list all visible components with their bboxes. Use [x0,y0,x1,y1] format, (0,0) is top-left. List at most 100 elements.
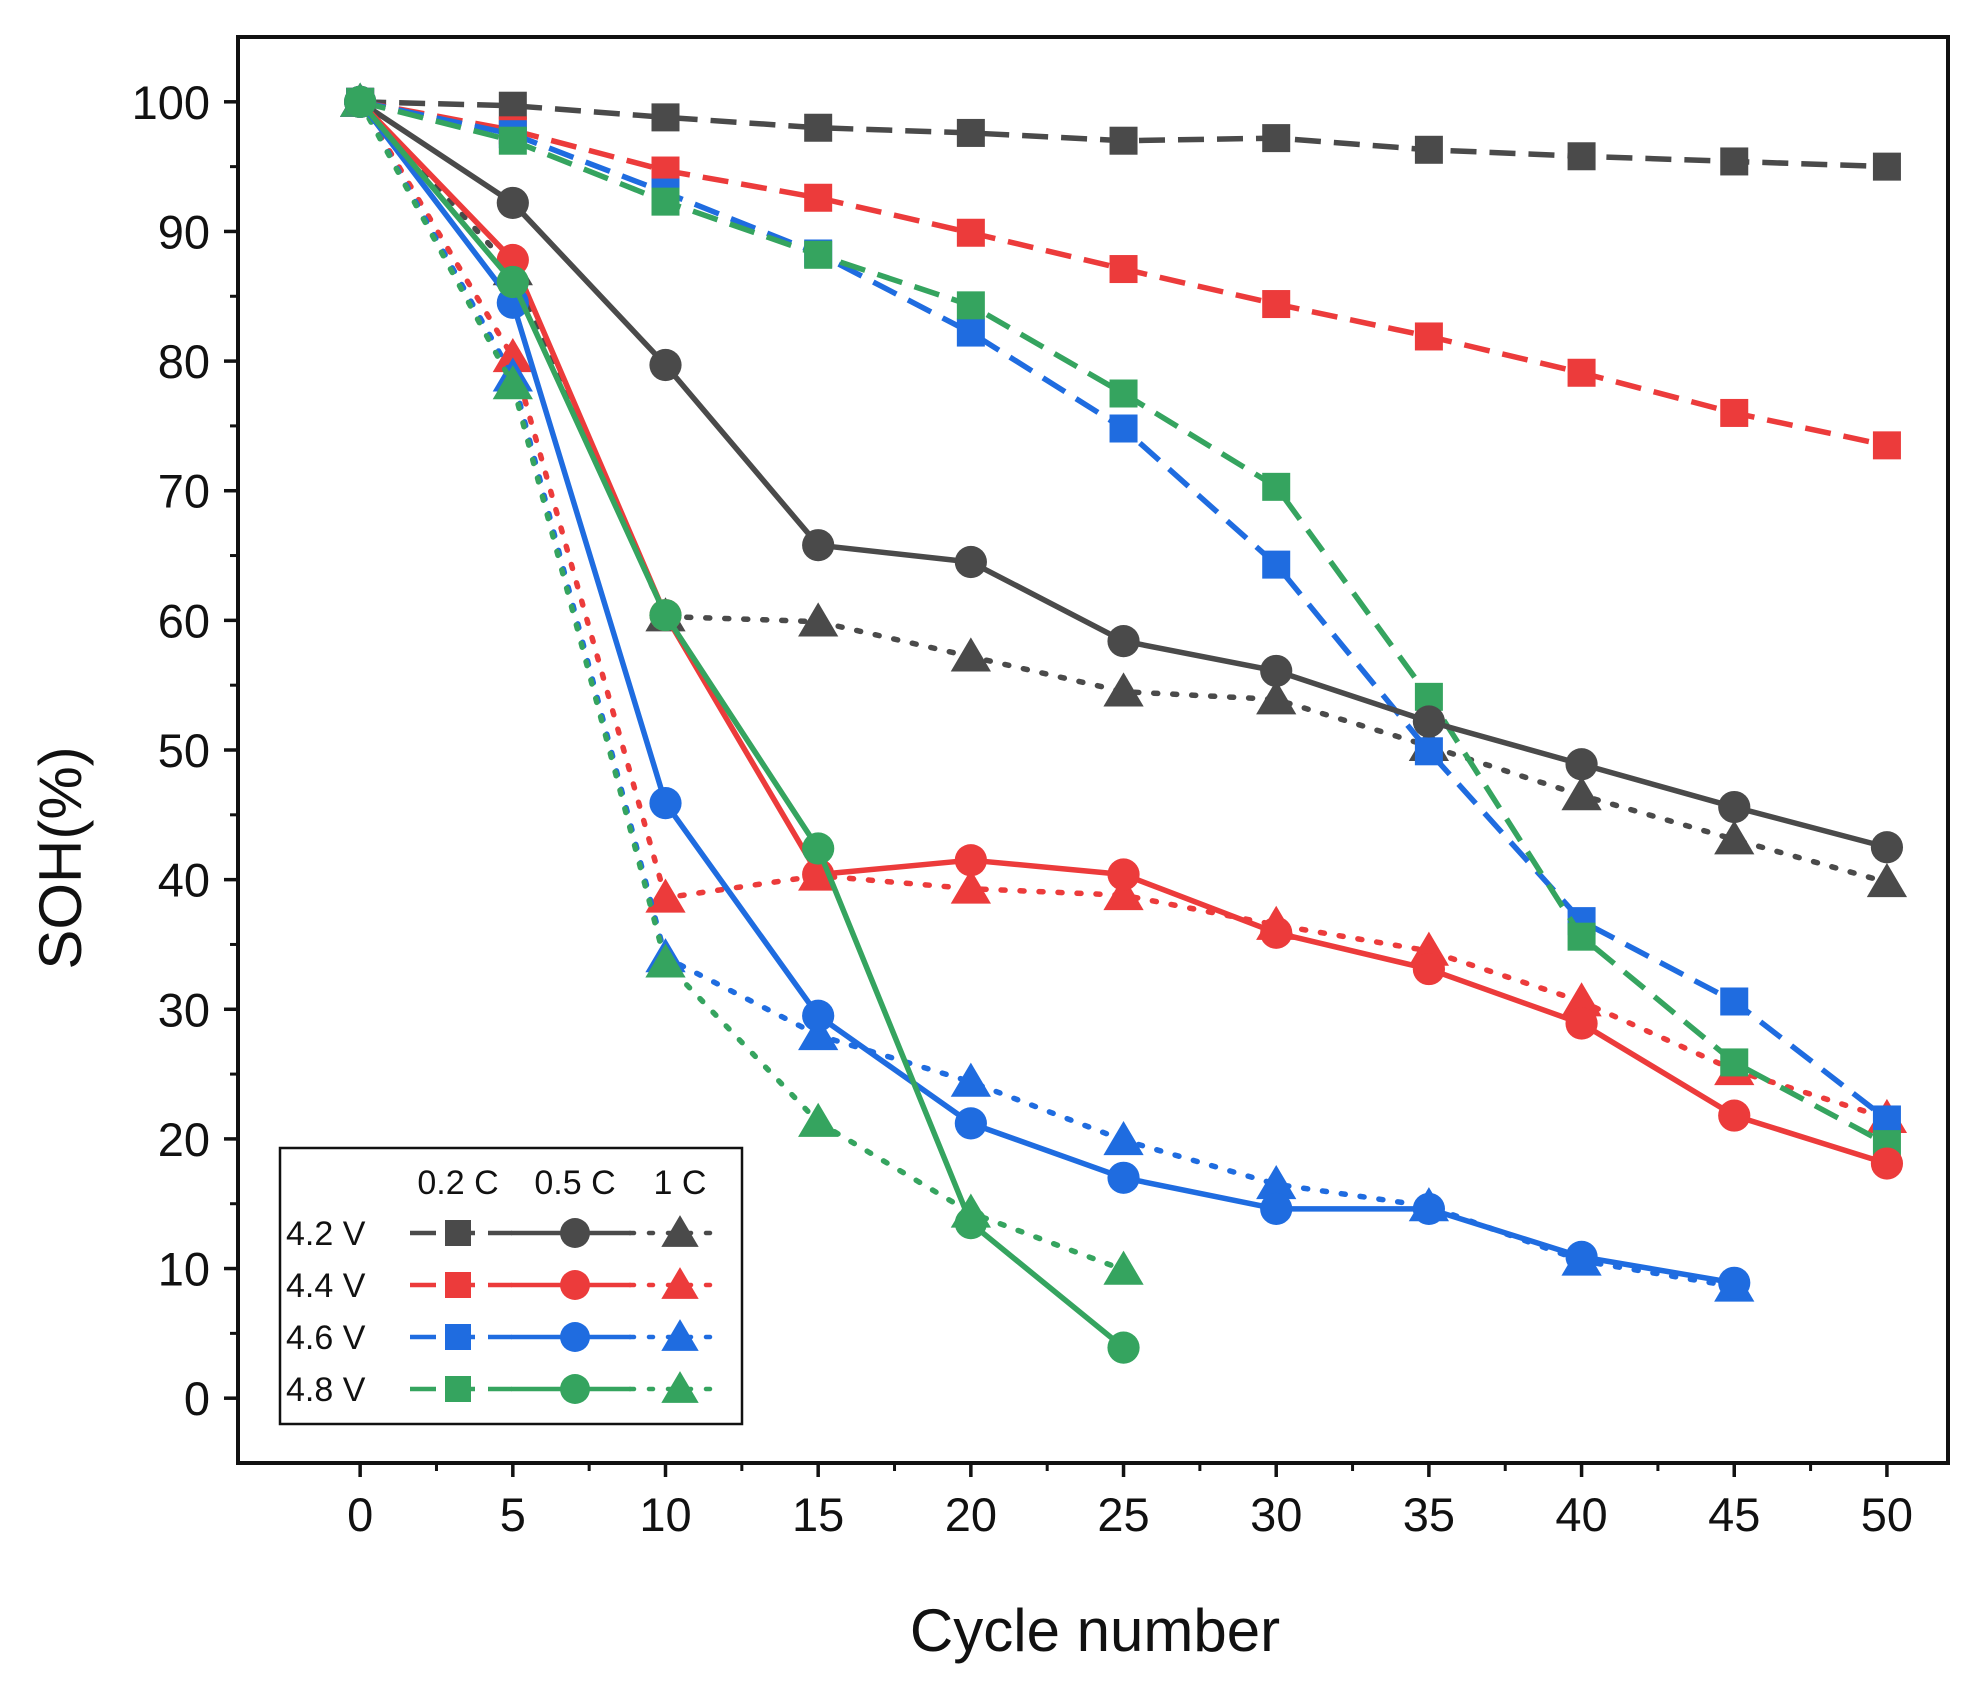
legend-marker-0-0 [445,1220,471,1246]
point-48-v-1-c-1 [492,365,533,400]
point-48-v-02-c-8 [1567,922,1596,951]
point-44-v-02-c-5 [1109,255,1138,284]
point-48-v-05-c-5 [1107,1331,1140,1364]
legend-row-1: 4.4 V [286,1267,366,1305]
point-48-v-05-c-0 [344,85,377,118]
y-tick-label-0: 0 [184,1372,210,1425]
series-48-v-05-c [344,85,1140,1364]
series-46-v-1-c [340,82,1755,1302]
point-46-v-1-c-6 [1256,1165,1297,1200]
point-44-v-05-c-5 [1107,858,1140,891]
point-44-v-1-c-2 [645,878,686,913]
point-42-v-02-c-9 [1720,147,1749,176]
point-48-v-05-c-2 [649,599,682,632]
point-42-v-02-c-5 [1109,126,1138,155]
point-42-v-02-c-8 [1567,142,1596,171]
legend-marker-3-1 [560,1374,590,1404]
point-42-v-05-c-5 [1107,625,1140,658]
legend-row-3: 4.8 V [286,1371,366,1409]
series-line-42-v-05-c [357,99,1890,850]
point-42-v-1-c-8 [1561,776,1602,811]
series-line-46-v-1-c [357,99,1737,1290]
legend-col-2: 1 C [654,1164,707,1202]
point-42-v-1-c-10 [1866,862,1908,898]
point-42-v-02-c-6 [1262,124,1291,153]
x-tick-label-20: 20 [945,1488,997,1541]
point-42-v-05-c-7 [1412,705,1445,738]
point-46-v-1-c-4 [950,1062,991,1097]
x-tick-label-45: 45 [1708,1488,1760,1541]
series-42-v-1-c [340,82,1908,898]
legend-col-1: 0.5 C [534,1164,615,1202]
legend-marker-0-2 [661,1215,699,1247]
y-tick-label-10: 10 [158,1243,210,1296]
point-42-v-05-c-3 [802,529,835,562]
point-42-v-05-c-1 [496,186,529,220]
series-line-48-v-05-c [357,99,1127,1351]
point-42-v-1-c-3 [798,602,839,637]
legend: 0.2 C 0.5 C 1 C 4.2 V 4.4 V 4.6 V 4.8 V [278,1146,744,1426]
point-44-v-1-c-5 [1103,875,1144,911]
legend-marker-1-0 [445,1272,471,1298]
point-46-v-02-c-7 [1414,737,1443,766]
x-tick-label-35: 35 [1403,1488,1455,1541]
point-46-v-02-c-9 [1720,987,1749,1016]
point-46-v-02-c-5 [1109,414,1138,443]
point-46-v-05-c-9 [1718,1266,1751,1299]
point-42-v-1-c-5 [1103,672,1144,707]
point-42-v-02-c-7 [1414,135,1443,164]
legend-marker-1-2 [661,1267,699,1299]
point-46-v-05-c-3 [802,999,835,1032]
y-axis-title: SOH(%) [27,746,94,969]
x-tick-label-50: 50 [1861,1488,1913,1541]
point-42-v-05-c-10 [1870,831,1904,864]
legend-marker-2-1 [560,1322,590,1352]
point-48-v-1-c-2 [645,943,686,978]
point-44-v-02-c-9 [1720,398,1749,427]
legend-marker-3-0 [445,1376,471,1402]
point-46-v-1-c-3 [798,1015,839,1051]
legend-marker-2-0 [445,1324,471,1350]
point-42-v-05-c-8 [1565,748,1598,781]
x-tick-label-10: 10 [639,1488,691,1541]
point-46-v-05-c-7 [1412,1192,1445,1226]
point-46-v-02-c-6 [1262,550,1291,579]
point-44-v-1-c-1 [492,337,533,373]
point-42-v-02-c-3 [804,113,833,142]
legend-marker-0-1 [560,1218,590,1248]
y-tick-label-60: 60 [158,594,210,647]
point-44-v-05-c-4 [954,844,987,877]
point-48-v-02-c-5 [1109,379,1138,408]
point-44-v-05-c-1 [496,243,529,277]
point-42-v-1-c-4 [950,637,991,672]
point-48-v-1-c-5 [1103,1250,1144,1285]
y-tick-label-80: 80 [158,335,210,388]
y-tick-label-40: 40 [158,854,210,907]
legend-col-0: 0.2 C [417,1164,498,1202]
point-42-v-05-c-4 [954,545,987,579]
series-42-v-05-c [344,85,1904,864]
y-tick-label-70: 70 [158,465,210,518]
series-line-46-v-05-c [357,99,1737,1286]
series-line-48-v-1-c [357,99,1127,1273]
point-44-v-02-c-6 [1262,290,1291,319]
point-44-v-02-c-7 [1414,322,1443,351]
point-42-v-1-c-6 [1256,680,1297,715]
legend-row-2: 4.6 V [286,1319,366,1357]
point-44-v-02-c-10 [1872,431,1901,460]
point-44-v-1-c-4 [950,869,991,904]
point-46-v-05-c-4 [954,1107,987,1140]
point-44-v-05-c-6 [1260,916,1293,949]
point-44-v-02-c-3 [804,183,833,212]
point-46-v-05-c-5 [1107,1161,1140,1194]
point-48-v-05-c-1 [496,265,529,299]
x-tick-label-25: 25 [1097,1488,1149,1541]
x-tick-label-5: 5 [500,1488,526,1541]
point-46-v-02-c-4 [956,318,985,347]
series-line-42-v-1-c [357,99,1890,885]
axes: 0 5 10 15 20 25 30 35 40 45 50 0 10 20 30 40 50 60 70 80 90 1… [132,35,1950,1541]
y-tick-label-50: 50 [158,724,210,777]
point-44-v-05-c-8 [1565,1007,1598,1040]
point-44-v-02-c-4 [956,218,985,247]
point-46-v-05-c-2 [649,787,682,820]
